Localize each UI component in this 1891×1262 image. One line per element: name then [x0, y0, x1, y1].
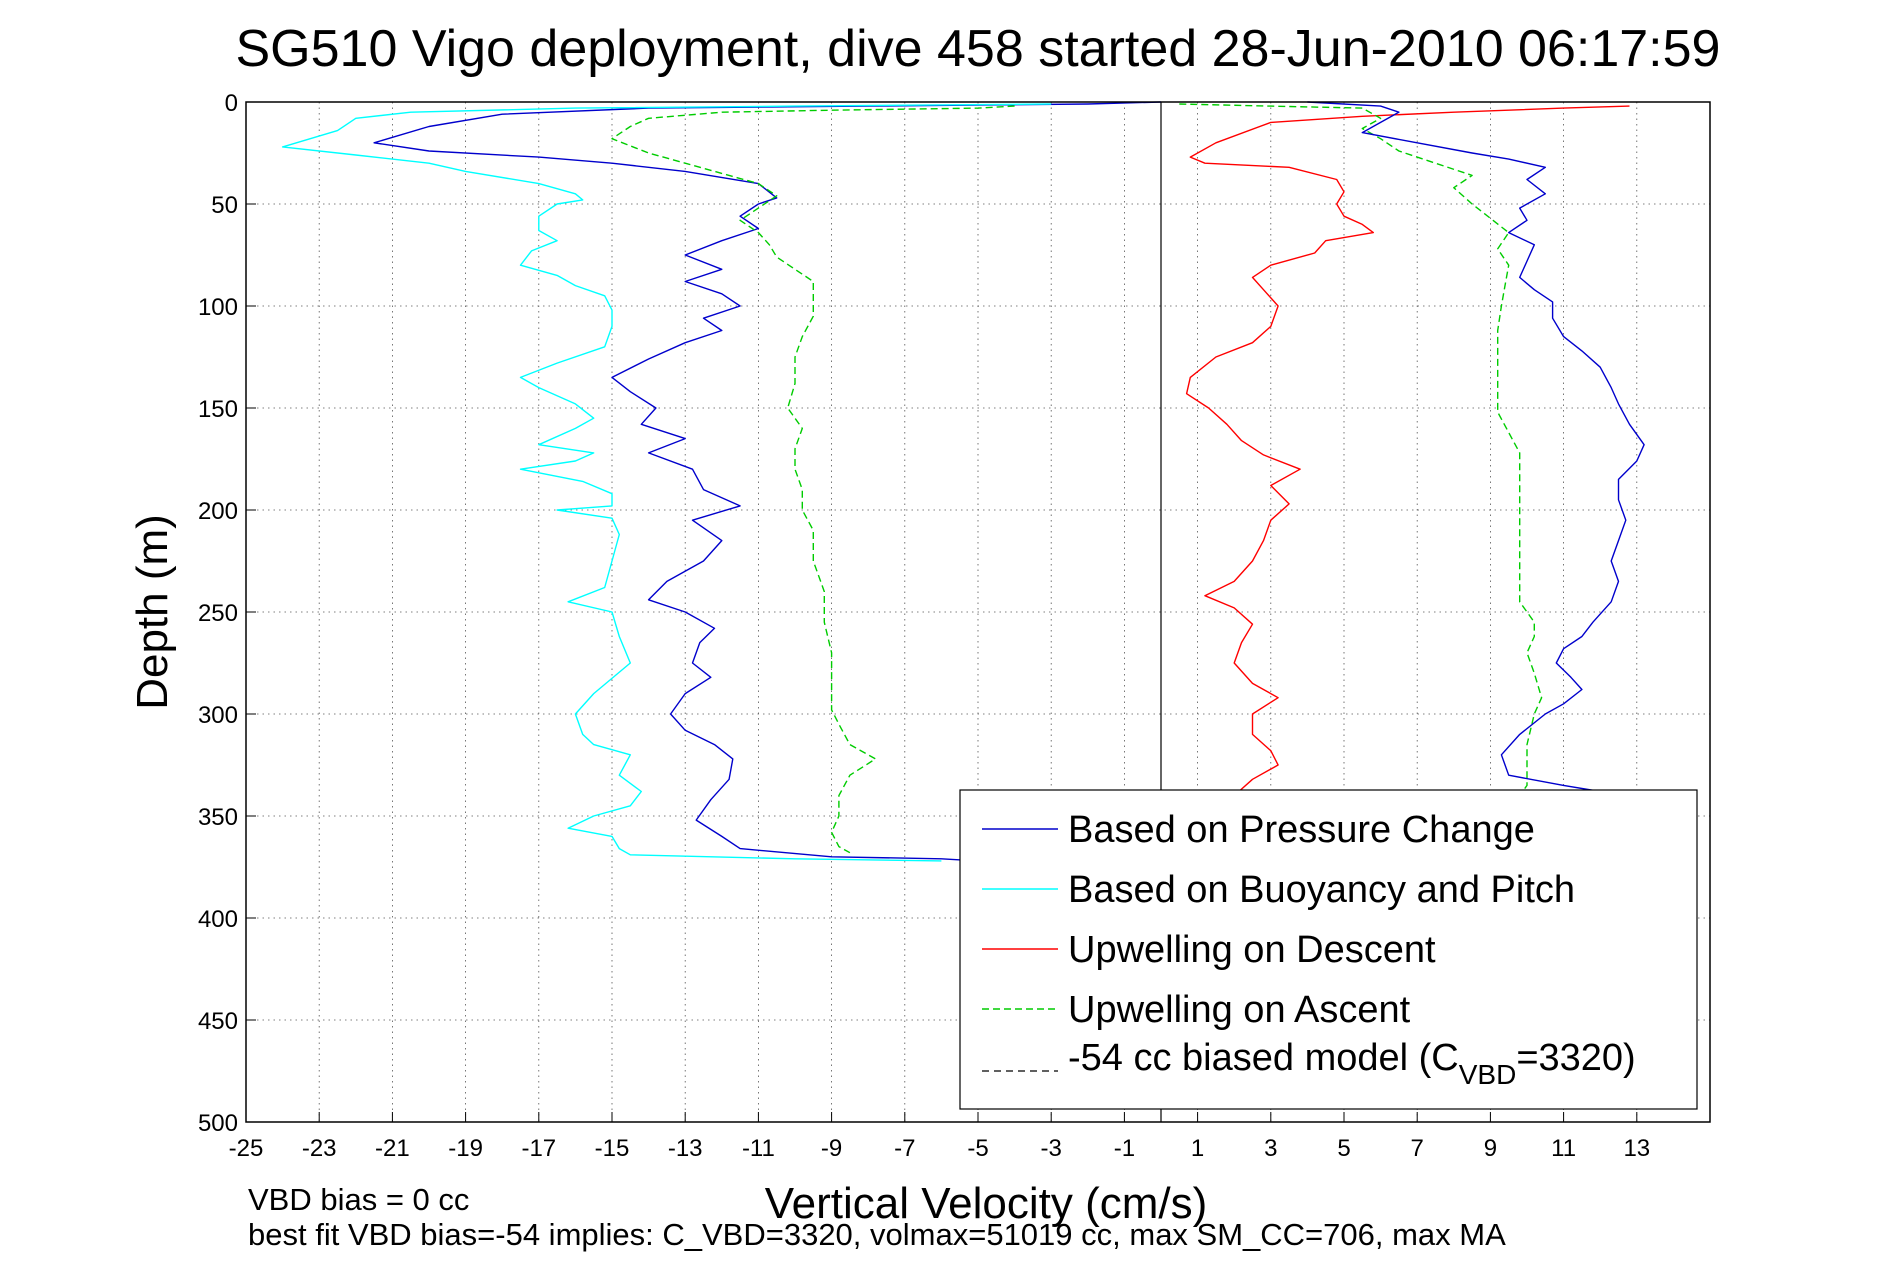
y-tick-label: 250 — [198, 600, 238, 627]
y-tick-label: 0 — [225, 90, 238, 117]
series-group — [281, 101, 1645, 862]
x-tick-label: -25 — [229, 1135, 264, 1162]
x-tick-label: -11 — [742, 1135, 775, 1162]
y-tick-label: 100 — [198, 294, 238, 321]
series-line-2 — [1185, 105, 1630, 797]
legend-label: Based on Buoyancy and Pitch — [1068, 869, 1575, 911]
x-tick-label: 5 — [1337, 1135, 1350, 1162]
y-tick-label: 150 — [198, 396, 238, 423]
x-tick-label: 3 — [1264, 1135, 1277, 1162]
y-tick-label: 50 — [211, 192, 238, 219]
x-tick-label: 1 — [1191, 1135, 1204, 1162]
plot-frame — [245, 101, 1711, 1123]
y-tick-label: 450 — [198, 1008, 238, 1035]
y-axis-ticks: 0 50 100 150 200 250 300 350 400 450 500 — [198, 90, 256, 1137]
series-line-0 — [373, 101, 1162, 862]
y-tick-label: 200 — [198, 498, 238, 525]
x-tick-label: -15 — [595, 1135, 630, 1162]
x-axis-label: Vertical Velocity (cm/s) — [765, 1179, 1208, 1228]
y-tick-label: 350 — [198, 804, 238, 831]
x-tick-label: -9 — [821, 1135, 842, 1162]
y-axis-label: Depth (m) — [128, 514, 177, 710]
y-tick-label: 400 — [198, 906, 238, 933]
x-tick-label: 11 — [1551, 1135, 1576, 1162]
series-line-3 — [611, 105, 1015, 854]
x-tick-label: -21 — [375, 1135, 410, 1162]
legend-label: Upwelling on Descent — [1068, 929, 1436, 971]
legend-label-biased-model: -54 cc biased model (CVBD=3320) — [1068, 1037, 1636, 1090]
legend: Based on Pressure Change Based on Buoyanc… — [959, 789, 1698, 1110]
series-line-4 — [1179, 103, 1543, 797]
x-tick-label: 9 — [1484, 1135, 1497, 1162]
legend-label: Based on Pressure Change — [1068, 809, 1535, 851]
x-tick-label: -13 — [668, 1135, 703, 1162]
series-line-5 — [1307, 101, 1645, 793]
legend-box — [959, 789, 1698, 1110]
y-tick-label: 500 — [198, 1110, 238, 1137]
x-tick-label: -1 — [1114, 1135, 1135, 1162]
x-tick-label: 7 — [1411, 1135, 1424, 1162]
x-axis-ticks: -25 -23 -21 -19 -17 -15 -13 -11 -9 -7 -5 -3 -1 1 3 5 7 9 1… — [229, 1112, 1650, 1162]
x-tick-label: -7 — [894, 1135, 915, 1162]
series-line-1 — [281, 103, 1052, 862]
x-tick-label: -23 — [302, 1135, 337, 1162]
y-tick-label: 300 — [198, 702, 238, 729]
annotation-best-fit: best fit VBD bias=-54 implies: C_VBD=332… — [248, 1217, 1506, 1252]
x-tick-label: -5 — [967, 1135, 988, 1162]
x-tick-label: 13 — [1623, 1135, 1650, 1162]
annotation-vbd-bias: VBD bias = 0 cc — [248, 1182, 469, 1217]
x-tick-label: -17 — [521, 1135, 556, 1162]
legend-label: Upwelling on Ascent — [1068, 989, 1411, 1031]
x-tick-label: -19 — [448, 1135, 483, 1162]
x-tick-label: -3 — [1041, 1135, 1062, 1162]
chart-title: SG510 Vigo deployment, dive 458 started … — [236, 20, 1721, 78]
